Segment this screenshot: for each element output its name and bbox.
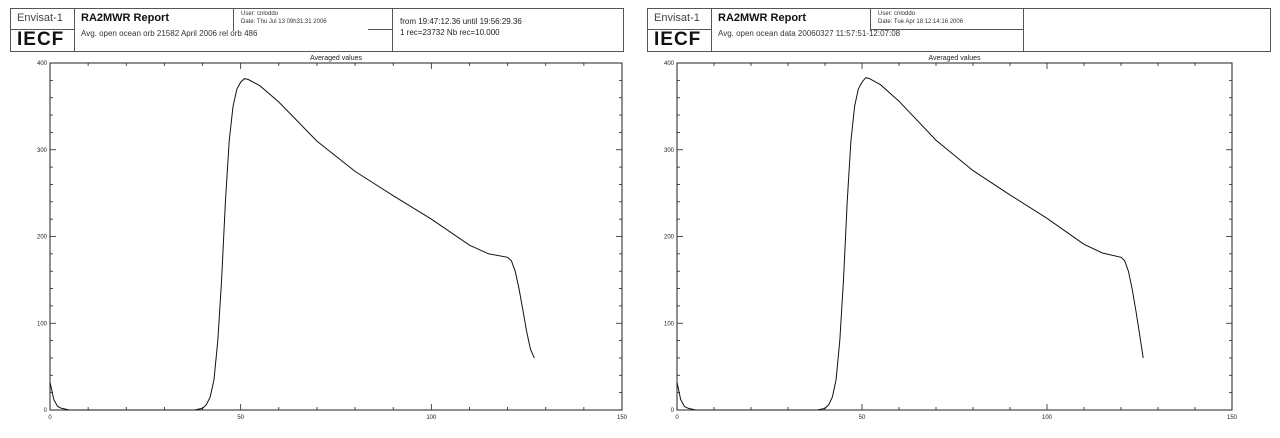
title-cell: RA2MWR Report Avg. open ocean orb 21582 … bbox=[75, 9, 393, 51]
plot-frame bbox=[676, 62, 1233, 411]
mission-label: Envisat-1 bbox=[17, 12, 63, 24]
averaged-values-chart: Averaged values 0 50 100 150 0 100 200 300 400 bbox=[664, 55, 1238, 421]
x-tick-label: 150 bbox=[617, 415, 628, 421]
report-panel-left: Envisat-1 IECF RA2MWR Report Avg. open o… bbox=[0, 0, 633, 438]
user-label: User: cnloddo bbox=[878, 11, 916, 17]
user-label: User: cnloddo bbox=[241, 11, 279, 17]
date-label: Date: Thu Jul 13 09h31:31 2006 bbox=[241, 19, 327, 25]
report-subtitle: Avg. open ocean orb 21582 April 2006 rel… bbox=[81, 29, 258, 38]
report-subtitle: Avg. open ocean data 20060327 11:57:51-1… bbox=[718, 29, 901, 38]
x-tick-label: 150 bbox=[1227, 415, 1238, 421]
report-title: RA2MWR Report bbox=[81, 12, 169, 24]
y-tick-label: 200 bbox=[37, 235, 48, 241]
data-line bbox=[676, 77, 1144, 411]
org-cell: Envisat-1 IECF bbox=[648, 9, 712, 51]
data-line bbox=[49, 78, 535, 411]
x-tick-label: 0 bbox=[675, 415, 679, 421]
y-tick-label: 100 bbox=[664, 321, 675, 327]
report-panel-right: Envisat-1 IECF RA2MWR Report Avg. open o… bbox=[637, 0, 1280, 438]
x-tick-label: 100 bbox=[1042, 415, 1053, 421]
chart-title: Averaged values bbox=[310, 55, 363, 62]
title-cell: RA2MWR Report Avg. open ocean data 20060… bbox=[712, 9, 1024, 51]
records-label: 1 rec=23732 Nb rec=10.000 bbox=[400, 28, 500, 37]
x-tick-label: 0 bbox=[48, 415, 52, 421]
org-cell: Envisat-1 IECF bbox=[11, 9, 75, 51]
chart-title: Averaged values bbox=[928, 55, 981, 62]
report-title: RA2MWR Report bbox=[718, 12, 806, 24]
y-tick-label: 200 bbox=[664, 235, 675, 241]
report-header: Envisat-1 IECF RA2MWR Report Avg. open o… bbox=[10, 8, 624, 52]
org-logo-text: IECF bbox=[654, 29, 702, 50]
y-tick-label: 400 bbox=[37, 61, 48, 67]
report-header: Envisat-1 IECF RA2MWR Report Avg. open o… bbox=[647, 8, 1271, 52]
mission-label: Envisat-1 bbox=[654, 12, 700, 24]
averaged-values-chart: Averaged values 0 50 100 150 0 100 200 300 400 bbox=[37, 55, 628, 421]
x-tick-label: 50 bbox=[237, 415, 244, 421]
x-tick-label: 100 bbox=[426, 415, 437, 421]
y-tick-label: 300 bbox=[664, 148, 675, 154]
y-tick-label: 0 bbox=[44, 408, 48, 414]
x-tick-label: 50 bbox=[859, 415, 866, 421]
time-range-label: from 19:47:12.36 until 19:56:29.36 bbox=[400, 17, 522, 26]
y-tick-label: 400 bbox=[664, 61, 675, 67]
y-tick-label: 300 bbox=[37, 148, 48, 154]
y-tick-label: 0 bbox=[671, 408, 675, 414]
y-tick-label: 100 bbox=[37, 321, 48, 327]
org-logo-text: IECF bbox=[17, 29, 65, 50]
date-label: Date: Tue Apr 18 12:14:16 2006 bbox=[878, 19, 964, 25]
plot-frame bbox=[49, 62, 623, 411]
